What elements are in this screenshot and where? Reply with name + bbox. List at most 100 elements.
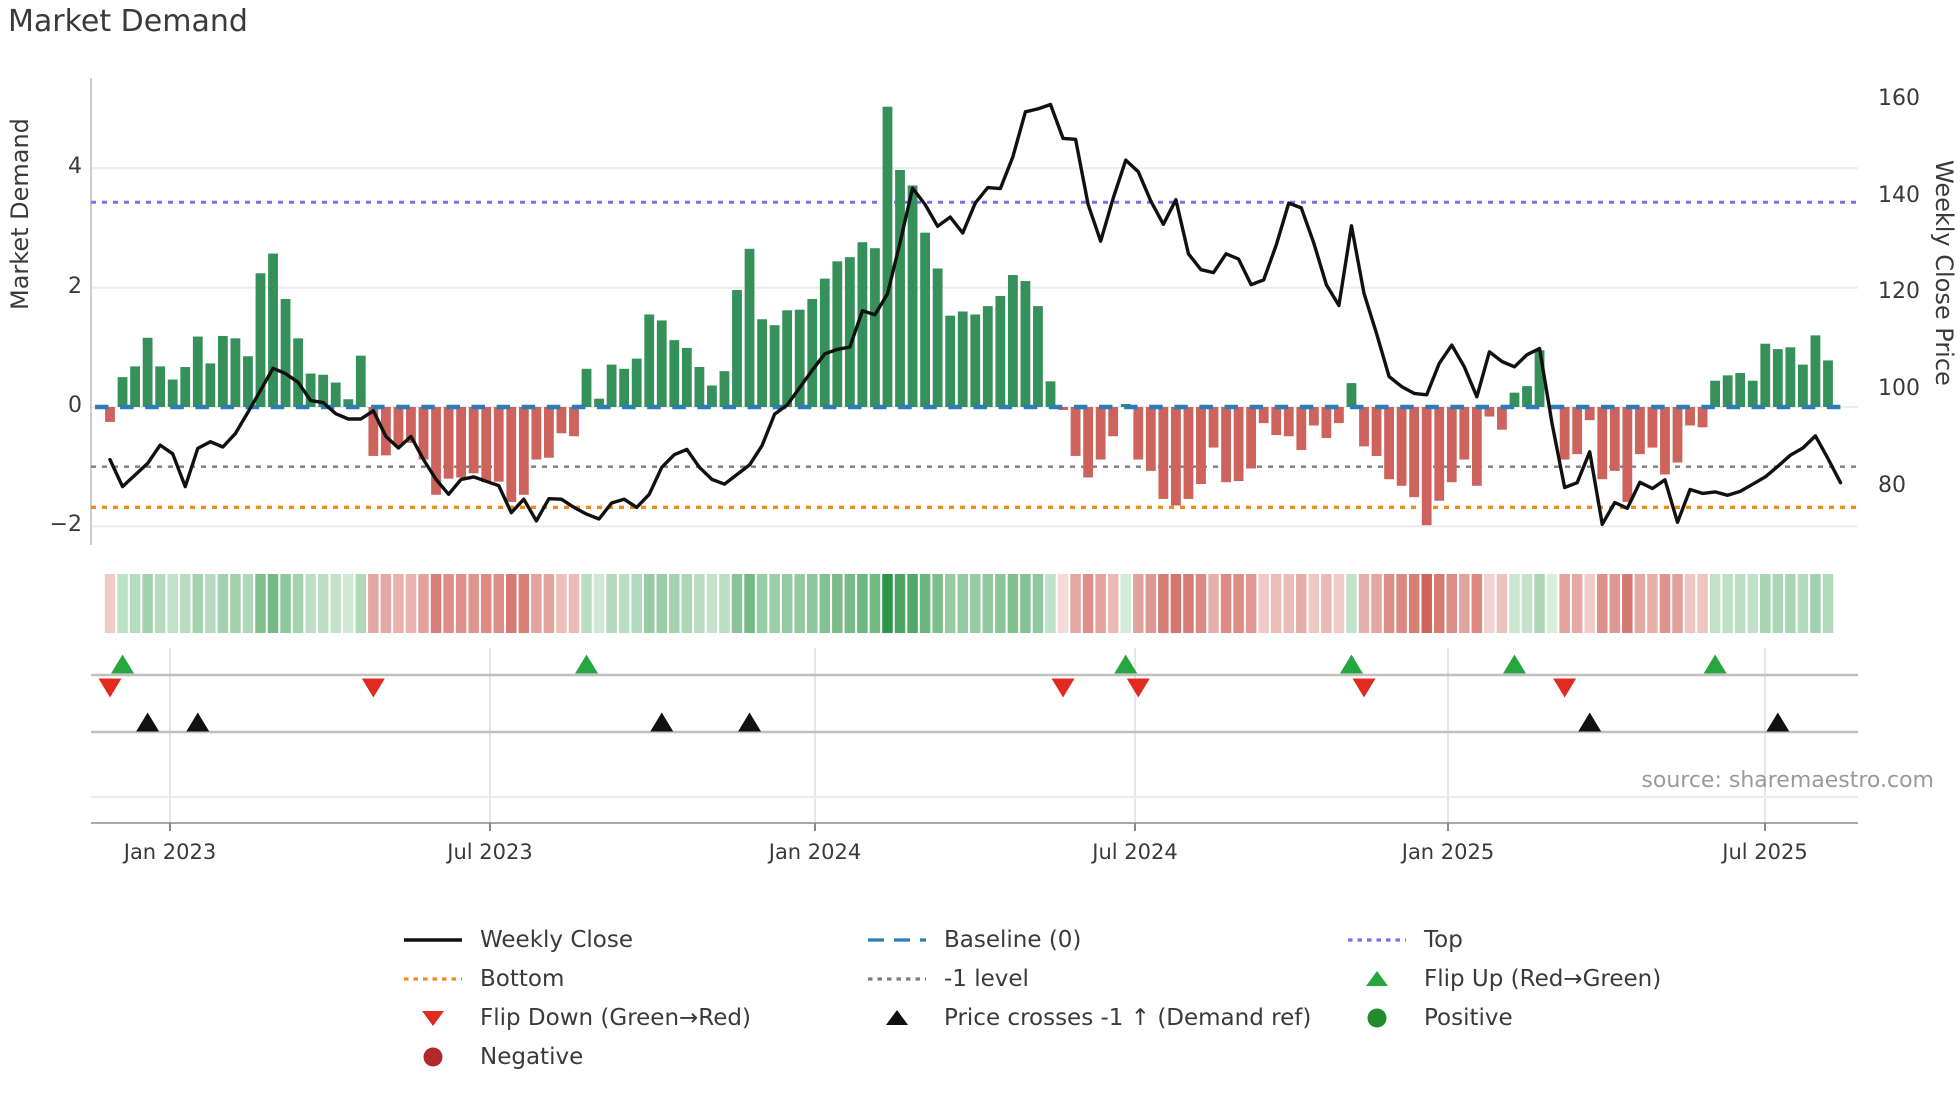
x-tick-label: Jan 2024	[768, 840, 862, 864]
heatmap-cell	[1020, 574, 1031, 633]
demand-bar	[406, 407, 416, 443]
heatmap-cell	[129, 574, 141, 633]
heatmap-cell	[1484, 574, 1495, 633]
demand-bar	[957, 311, 968, 407]
flip-up-marker	[1502, 654, 1526, 674]
x-tick-label: Jul 2025	[1722, 840, 1808, 864]
heatmap-cell	[1321, 574, 1332, 633]
tri-up-swatch-icon	[886, 1009, 908, 1025]
flip-up-marker	[111, 654, 135, 674]
legend-label: Baseline (0)	[944, 926, 1082, 953]
demand-bar	[117, 377, 128, 407]
heatmap-cell	[1697, 574, 1708, 633]
demand-bar	[1685, 407, 1695, 426]
demand-heatmap-strip	[104, 574, 1834, 633]
right-tick-label: 120	[1878, 279, 1920, 305]
demand-bar	[318, 374, 329, 407]
demand-bar	[1308, 407, 1319, 426]
demand-bar	[1246, 407, 1257, 469]
heatmap-cell	[1007, 574, 1019, 633]
heatmap-cell	[857, 574, 868, 633]
heatmap-cell	[769, 574, 780, 633]
heatmap-cell	[970, 574, 981, 633]
demand-bar	[1559, 407, 1570, 460]
demand-bar	[1396, 407, 1407, 486]
demand-bar	[769, 325, 780, 407]
legend-item: Bottom	[402, 959, 751, 998]
heatmap-cell	[706, 574, 718, 633]
heatmap-cell	[1709, 574, 1721, 633]
heatmap-cell	[556, 574, 567, 633]
demand-bar	[1334, 407, 1344, 424]
heatmap-cell	[1070, 574, 1081, 633]
demand-bar	[418, 407, 429, 460]
legend-label: -1 level	[944, 965, 1029, 992]
demand-bar	[1660, 407, 1670, 475]
heatmap-cell	[1333, 574, 1345, 633]
dotted-line-swatch-icon	[1348, 937, 1406, 942]
heatmap-cell	[104, 574, 116, 633]
heatmap-cell	[217, 574, 229, 633]
heatmap-cell	[794, 574, 805, 633]
heatmap-cell	[468, 574, 479, 633]
flip-down-marker	[98, 678, 122, 698]
demand-bar	[1196, 407, 1206, 485]
demand-bar	[531, 407, 542, 460]
heatmap-cell	[1647, 574, 1658, 633]
demand-bar	[606, 364, 617, 407]
demand-bar	[1534, 350, 1545, 407]
tri-up-swatch-icon	[1366, 970, 1388, 986]
demand-bar	[1083, 407, 1094, 478]
heatmap-cell	[1032, 574, 1044, 633]
demand-bar	[857, 242, 868, 407]
heatmap-cell	[1672, 574, 1683, 633]
demand-bar	[1421, 407, 1432, 526]
demand-bar	[681, 347, 692, 407]
demand-bar	[268, 253, 278, 407]
demand-bar	[920, 232, 930, 407]
demand-bar	[506, 407, 517, 502]
legend-label: Flip Up (Red→Green)	[1424, 965, 1662, 992]
demand-bars	[105, 106, 1833, 526]
heatmap-cell	[267, 574, 279, 633]
demand-bar	[1597, 407, 1608, 480]
heatmap-cell	[944, 574, 956, 633]
heatmap-cell	[1546, 574, 1558, 633]
legend-swatch	[402, 927, 464, 953]
legend-swatch	[1346, 1005, 1408, 1031]
heatmap-cell	[1622, 574, 1633, 633]
heatmap-cell	[1296, 574, 1307, 633]
heatmap-cell	[844, 574, 856, 633]
heatmap-cell	[480, 574, 492, 633]
heatmap-cell	[1459, 574, 1470, 633]
demand-bar	[1409, 407, 1420, 498]
heatmap-cell	[1095, 574, 1106, 633]
heatmap-cell	[1258, 574, 1269, 633]
price-cross-marker	[738, 712, 762, 732]
heatmap-cell	[656, 574, 668, 633]
heatmap-cell	[1170, 574, 1182, 633]
legend-item: -1 level	[866, 959, 1311, 998]
demand-bar	[1609, 407, 1620, 471]
demand-bar	[1045, 381, 1056, 407]
demand-bar	[1296, 407, 1307, 450]
left-tick-label: 2	[68, 273, 82, 299]
heatmap-cell	[1521, 574, 1533, 633]
heatmap-cell	[142, 574, 153, 633]
demand-bar	[631, 358, 642, 407]
demand-bar	[895, 169, 905, 407]
heatmap-cell	[179, 574, 191, 633]
demand-bar	[1020, 281, 1031, 407]
legend-item: Flip Down (Green→Red)	[402, 998, 751, 1037]
legend-label: Weekly Close	[480, 926, 633, 953]
heatmap-cell	[317, 574, 329, 633]
demand-bar	[556, 407, 567, 434]
legend-label: Bottom	[480, 965, 565, 992]
heatmap-cell	[919, 574, 931, 633]
demand-bar	[581, 368, 592, 407]
heatmap-cell	[292, 574, 304, 633]
demand-bar	[1171, 407, 1181, 506]
demand-bar	[205, 363, 216, 407]
heatmap-cell	[1684, 574, 1696, 633]
demand-bar	[982, 306, 993, 407]
